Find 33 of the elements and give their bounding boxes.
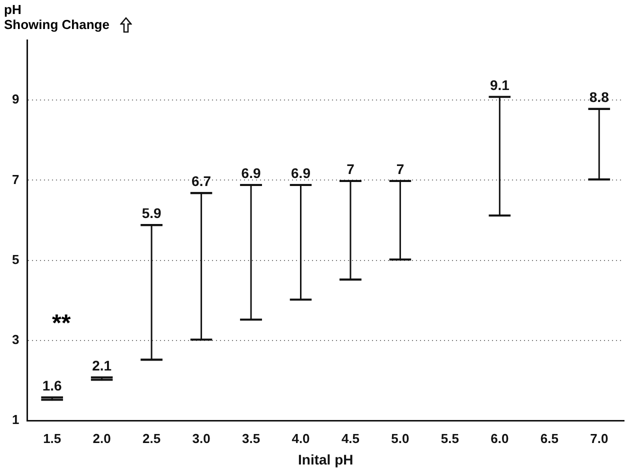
y-tick-label: 1 (12, 412, 20, 428)
x-tick-label: 3.5 (242, 430, 260, 446)
data-label: 2.1 (92, 357, 112, 374)
data-label: 7 (396, 161, 404, 178)
x-tick-label: 2.0 (92, 430, 111, 446)
y-tick-label: 7 (12, 172, 20, 187)
x-tick-label: 2.5 (142, 430, 161, 446)
y-axis-title: pH Showing Change (4, 2, 110, 32)
data-label: 6.9 (241, 165, 261, 182)
bar (90, 376, 113, 381)
x-tick-label: 5.0 (391, 430, 410, 446)
y-tick-label: 3 (12, 332, 20, 348)
x-tick-label: 3.0 (192, 430, 210, 446)
x-tick-label: 7.0 (590, 430, 608, 446)
y-tick-label: 5 (12, 252, 20, 267)
data-label: 7 (346, 161, 355, 178)
x-tick-label: 1.5 (43, 430, 62, 446)
bar (41, 396, 64, 401)
data-label: 6.7 (192, 173, 212, 190)
data-label: 1.6 (42, 377, 62, 394)
y-tick-label: 9 (12, 92, 20, 107)
x-axis-title: Inital pH (298, 451, 354, 468)
bar (588, 108, 610, 181)
x-tick-label: 6.5 (540, 430, 558, 446)
data-label: 6.9 (291, 165, 311, 182)
data-label: 5.9 (142, 205, 162, 222)
data-label: 9.1 (490, 76, 510, 93)
data-label: 8.8 (589, 88, 610, 105)
x-tick-label: 6.0 (490, 430, 509, 446)
x-tick-label: 5.5 (440, 430, 459, 446)
x-tick-label: 4.5 (341, 430, 360, 446)
x-tick-label: 4.0 (292, 430, 310, 446)
annotation: ** (52, 310, 71, 338)
